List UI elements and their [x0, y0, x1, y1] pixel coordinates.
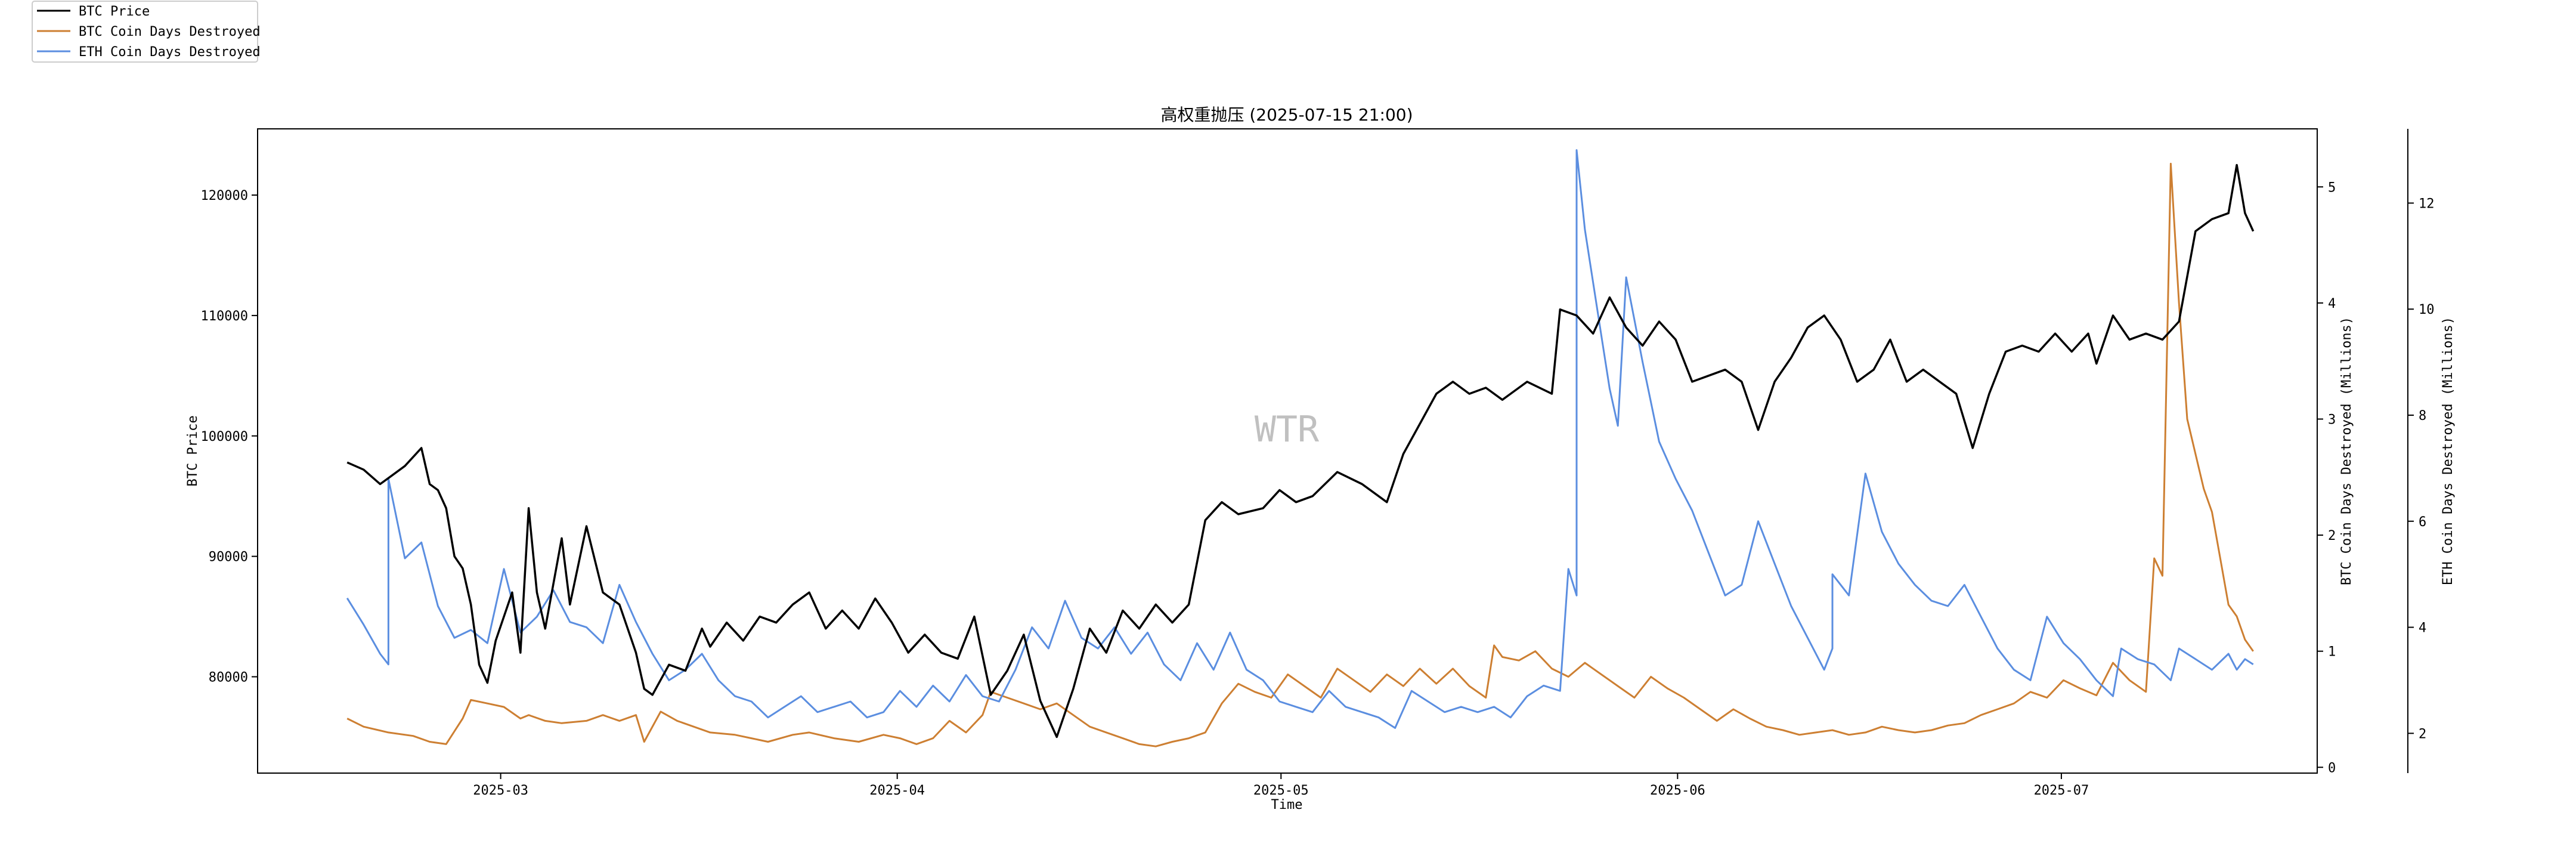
- btc-cdd-tick-label: 0: [2328, 761, 2336, 775]
- btc-price-tick-label: 90000: [209, 550, 248, 565]
- legend-label-btc-cdd: BTC Coin Days Destroyed: [79, 24, 261, 39]
- eth-cdd-tick-label: 2: [2419, 727, 2426, 741]
- btc-cdd-tick-label: 2: [2328, 529, 2336, 543]
- series-line-eth-coin-days-destroyed: [346, 149, 2254, 729]
- eth-cdd-tick-label: 6: [2419, 515, 2426, 530]
- eth-cdd-tick-label: 10: [2419, 302, 2435, 317]
- plot-frame: [257, 128, 2318, 774]
- series-layer: [346, 149, 2255, 747]
- eth-cdd-tick-label: 12: [2419, 196, 2435, 211]
- legend-label-btc-price: BTC Price: [79, 4, 150, 19]
- legend-label-eth-cdd: ETH Coin Days Destroyed: [79, 45, 261, 60]
- btc-price-tick-label: 100000: [201, 430, 248, 444]
- series-line-btc-coin-days-destroyed: [346, 162, 2254, 747]
- btc-price-axis: 80000 90000 100000 110000 120000: [201, 189, 258, 685]
- x-axis: 2025-03 2025-04 2025-05 2025-06 2025-07: [473, 773, 2089, 798]
- btc-cdd-tick-label: 3: [2328, 412, 2336, 427]
- btc-cdd-axis-label: BTC Coin Days Destroyed (Millions): [2339, 317, 2354, 585]
- series-line-btc-price: [346, 163, 2255, 739]
- chart-title: 高权重抛压 (2025-07-15 21:00): [1160, 105, 1413, 125]
- eth-cdd-axis-label: ETH Coin Days Destroyed (Millions): [2441, 317, 2456, 585]
- x-tick-label: 2025-05: [1253, 783, 1309, 798]
- eth-cdd-tick-label: 4: [2419, 621, 2426, 636]
- btc-price-axis-label: BTC Price: [185, 415, 200, 486]
- btc-cdd-tick-label: 1: [2328, 645, 2336, 660]
- x-tick-label: 2025-04: [869, 783, 925, 798]
- eth-cdd-tick-label: 8: [2419, 409, 2426, 424]
- btc-cdd-tick-label: 5: [2328, 180, 2336, 195]
- x-tick-label: 2025-03: [473, 783, 528, 798]
- btc-cdd-tick-label: 4: [2328, 296, 2336, 311]
- x-tick-label: 2025-07: [2034, 783, 2089, 798]
- x-tick-label: 2025-06: [1650, 783, 1705, 798]
- watermark: WTR: [1255, 409, 1320, 450]
- btc-cdd-axis: 0 1 2 3 4 5: [2317, 180, 2336, 775]
- legend: BTC Price BTC Coin Days Destroyed ETH Co…: [32, 1, 261, 63]
- eth-cdd-axis: 2 4 6 8 10 12: [2408, 196, 2435, 741]
- btc-price-tick-label: 120000: [201, 189, 248, 203]
- btc-price-tick-label: 110000: [201, 309, 248, 324]
- btc-price-tick-label: 80000: [209, 670, 248, 685]
- x-axis-label: Time: [1271, 798, 1303, 812]
- legend-frame: [32, 1, 258, 63]
